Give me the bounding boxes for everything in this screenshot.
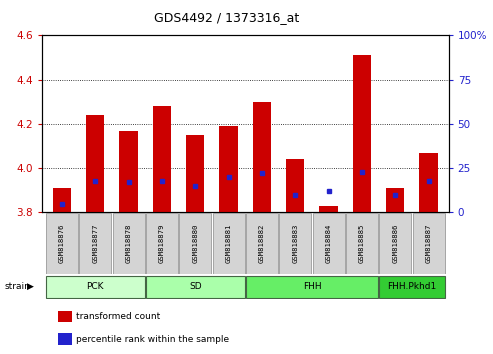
FancyBboxPatch shape: [46, 275, 144, 298]
Text: strain: strain: [5, 282, 31, 291]
Text: ▶: ▶: [27, 282, 34, 291]
Bar: [219, 126, 238, 212]
Text: GSM818876: GSM818876: [59, 224, 65, 263]
Text: GSM818881: GSM818881: [226, 224, 232, 263]
FancyBboxPatch shape: [379, 213, 411, 274]
Text: GSM818884: GSM818884: [325, 224, 332, 263]
Text: percentile rank within the sample: percentile rank within the sample: [76, 335, 230, 344]
Text: PCK: PCK: [86, 282, 104, 291]
FancyBboxPatch shape: [46, 213, 78, 274]
Text: GSM818882: GSM818882: [259, 224, 265, 263]
Text: transformed count: transformed count: [76, 312, 161, 321]
Bar: [86, 115, 105, 212]
Text: GSM818886: GSM818886: [392, 224, 398, 263]
Bar: [386, 188, 404, 212]
Bar: [186, 135, 205, 212]
FancyBboxPatch shape: [212, 213, 245, 274]
FancyBboxPatch shape: [246, 213, 278, 274]
Text: GSM818885: GSM818885: [359, 224, 365, 263]
Bar: [420, 153, 438, 212]
Text: SD: SD: [189, 282, 202, 291]
Bar: [119, 131, 138, 212]
Bar: [353, 55, 371, 212]
FancyBboxPatch shape: [413, 213, 445, 274]
Text: GSM818887: GSM818887: [425, 224, 432, 263]
FancyBboxPatch shape: [146, 275, 245, 298]
Text: GDS4492 / 1373316_at: GDS4492 / 1373316_at: [154, 11, 299, 24]
Text: FHH.Pkhd1: FHH.Pkhd1: [387, 282, 437, 291]
Text: FHH: FHH: [303, 282, 321, 291]
FancyBboxPatch shape: [279, 213, 311, 274]
Bar: [53, 188, 71, 212]
Text: GSM818879: GSM818879: [159, 224, 165, 263]
Bar: [286, 159, 305, 212]
Bar: [319, 206, 338, 212]
Text: GSM818883: GSM818883: [292, 224, 298, 263]
FancyBboxPatch shape: [79, 213, 111, 274]
Text: GSM818877: GSM818877: [92, 224, 98, 263]
Text: GSM818880: GSM818880: [192, 224, 198, 263]
Text: GSM818878: GSM818878: [126, 224, 132, 263]
FancyBboxPatch shape: [179, 213, 211, 274]
Bar: [153, 106, 171, 212]
Bar: [58, 311, 72, 322]
FancyBboxPatch shape: [313, 213, 345, 274]
FancyBboxPatch shape: [346, 213, 378, 274]
FancyBboxPatch shape: [146, 213, 178, 274]
Bar: [58, 333, 72, 345]
FancyBboxPatch shape: [379, 275, 445, 298]
FancyBboxPatch shape: [246, 275, 378, 298]
Bar: [253, 102, 271, 212]
FancyBboxPatch shape: [112, 213, 144, 274]
